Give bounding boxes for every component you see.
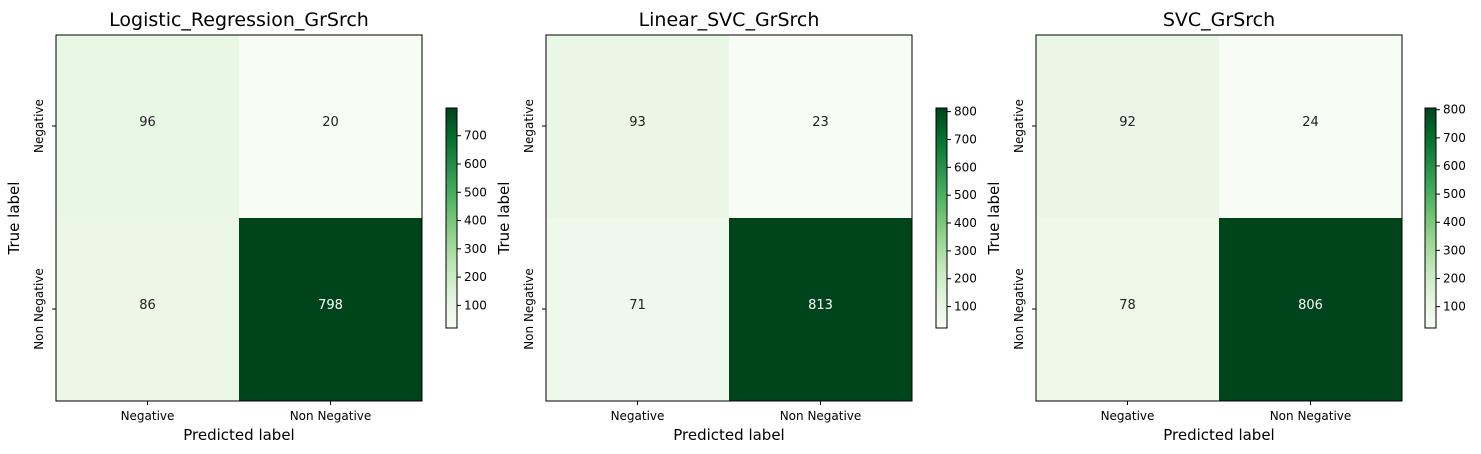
y-axis-label: True label (495, 182, 513, 256)
colorbar-tick-label: 300 (464, 242, 487, 256)
colorbar-tick-label: 200 (1443, 271, 1466, 285)
heatmap-cell (729, 218, 912, 401)
y-axis-label: True label (5, 182, 23, 256)
colorbar-tick-label: 200 (954, 272, 977, 286)
cell-value-label: 806 (1298, 298, 1323, 313)
x-tick-label: Non Negative (780, 409, 862, 423)
colorbar-tick-label: 800 (954, 105, 977, 119)
colorbar-tick-label: 600 (464, 157, 487, 171)
colorbar-tick-label: 400 (464, 214, 487, 228)
colorbar-tick-label: 100 (464, 298, 487, 312)
x-axis-label: Predicted label (1163, 426, 1274, 444)
heatmap-cell (1036, 35, 1219, 218)
cell-value-label: 96 (139, 115, 156, 130)
colorbar-tick-label: 500 (1443, 187, 1466, 201)
heatmap-cell (56, 218, 239, 401)
colorbar (445, 107, 458, 329)
colorbar-tick-label: 200 (464, 270, 487, 284)
colorbar-tick-label: 100 (954, 300, 977, 314)
heatmap-cell (1036, 218, 1219, 401)
colorbar-tick-label: 300 (1443, 243, 1466, 257)
heatmap-cell (546, 218, 729, 401)
cell-value-label: 24 (1302, 115, 1319, 130)
heatmap-cell (239, 35, 422, 218)
chart-title: Logistic_Regression_GrSrch (109, 9, 369, 31)
heatmap-cell (1219, 35, 1402, 218)
chart-title: SVC_GrSrch (1163, 9, 1275, 31)
y-tick-label: Non Negative (1012, 268, 1026, 350)
y-tick-label: Negative (32, 99, 46, 153)
x-axis-label: Predicted label (183, 426, 294, 444)
colorbar (935, 107, 948, 329)
confusion-matrix-panel-1: Logistic_Regression_GrSrch 96 20 86 798 Negat… (5, 9, 487, 444)
cell-value-label: 92 (1119, 115, 1136, 130)
x-tick-label: Non Negative (290, 409, 372, 423)
x-axis-label: Predicted label (673, 426, 784, 444)
colorbar-tick-label: 400 (954, 216, 977, 230)
heatmap-cell (1219, 218, 1402, 401)
colorbar-tick-label: 600 (1443, 159, 1466, 173)
x-tick-label: Non Negative (1270, 409, 1352, 423)
x-tick-label: Negative (1101, 409, 1155, 423)
colorbar-tick-label: 600 (954, 160, 977, 174)
cell-value-label: 86 (139, 298, 156, 313)
confusion-matrix-panel-3: SVC_GrSrch 92 24 78 806 Negative Non Negative N… (985, 9, 1466, 444)
colorbar-tick-label: 800 (1443, 103, 1466, 117)
cell-value-label: 20 (322, 115, 339, 130)
x-tick-label: Negative (611, 409, 665, 423)
cell-value-label: 23 (812, 115, 829, 130)
heatmap-cell (546, 35, 729, 218)
heatmap-cell (239, 218, 422, 401)
colorbar-tick-label: 700 (954, 132, 977, 146)
plot-frame (545, 34, 913, 402)
y-axis-label: True label (985, 182, 1003, 256)
colorbar-tick-label: 700 (464, 129, 487, 143)
colorbar-tick-label: 400 (1443, 215, 1466, 229)
cell-value-label: 813 (808, 298, 833, 313)
colorbar-tick-label: 500 (464, 185, 487, 199)
x-tick-label: Negative (121, 409, 175, 423)
y-tick-label: Non Negative (522, 268, 536, 350)
colorbar-tick-label: 700 (1443, 131, 1466, 145)
cell-value-label: 798 (318, 298, 343, 313)
chart-title: Linear_SVC_GrSrch (639, 9, 820, 31)
colorbar-tick-label: 500 (954, 188, 977, 202)
y-tick-label: Non Negative (32, 268, 46, 350)
colorbar (1424, 107, 1437, 329)
cell-value-label: 71 (629, 298, 646, 313)
cell-value-label: 93 (629, 115, 646, 130)
colorbar-tick-label: 300 (954, 244, 977, 258)
plot-frame (55, 34, 423, 402)
y-tick-label: Negative (1012, 99, 1026, 153)
plot-frame (1035, 34, 1403, 402)
cell-value-label: 78 (1119, 298, 1136, 313)
y-tick-label: Negative (522, 99, 536, 153)
heatmap-cell (729, 35, 912, 218)
colorbar-tick-label: 100 (1443, 300, 1466, 314)
heatmap-cell (56, 35, 239, 218)
confusion-matrix-panel-2: Linear_SVC_GrSrch 93 23 71 813 Negative Non Ne… (495, 9, 977, 444)
